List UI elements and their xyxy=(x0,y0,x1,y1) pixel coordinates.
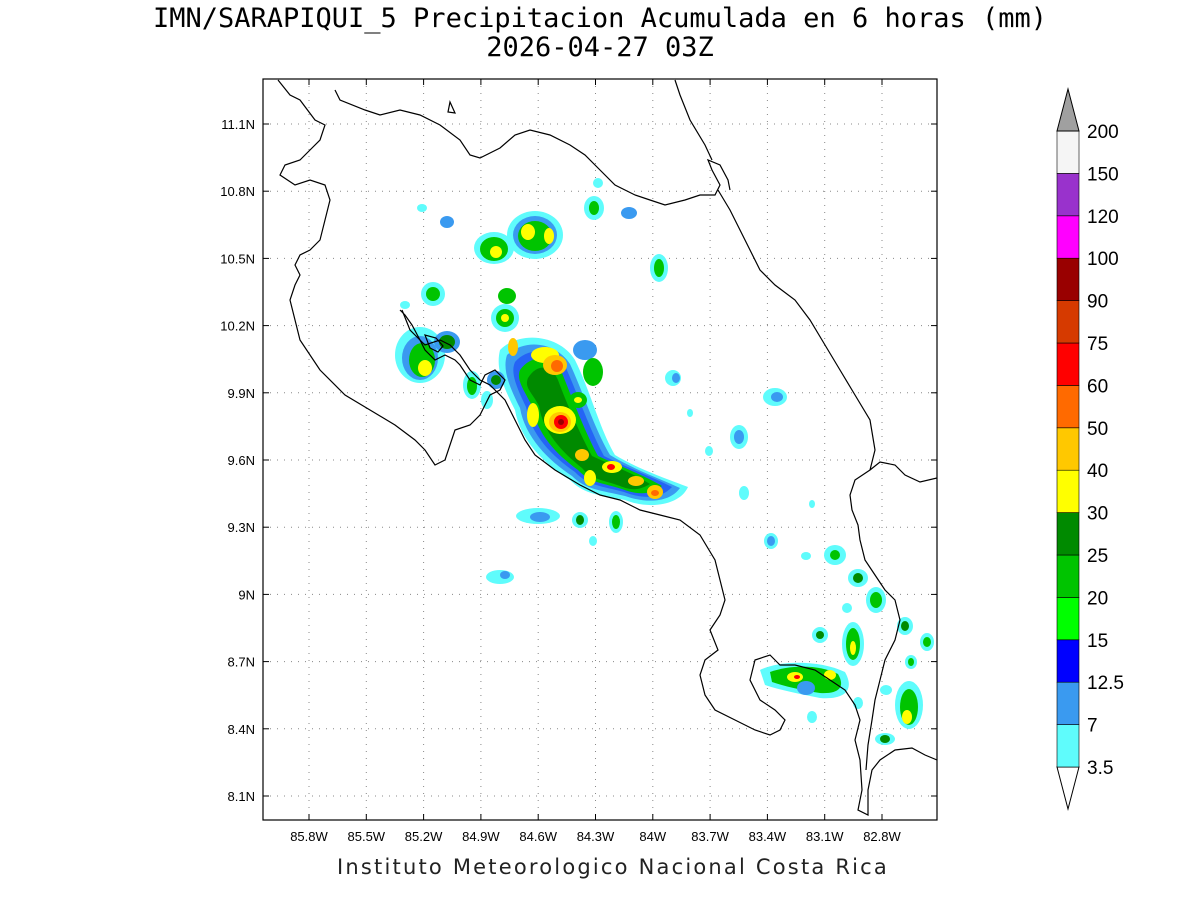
colorbar-swatch xyxy=(1056,724,1080,768)
lat-tick-label: 9.6N xyxy=(228,453,255,468)
lat-tick-label: 10.8N xyxy=(220,184,255,199)
precip-cell-north xyxy=(417,178,681,386)
coastlines-borders xyxy=(277,79,937,816)
map-frame xyxy=(262,78,938,821)
latitude-axis: 11.1N 10.8N 10.5N 10.2N 9.9N 9.6N 9.3N 9N 8.7N 8.… xyxy=(220,117,937,804)
precipitation-field xyxy=(277,79,937,816)
lon-tick-label: 82.8W xyxy=(863,829,901,844)
colorbar-swatch xyxy=(1056,554,1080,598)
colorbar-level-label: 15 xyxy=(1087,631,1108,652)
lat-tick-label: 11.1N xyxy=(221,117,255,132)
lat-tick-label: 8.1N xyxy=(228,789,255,804)
colorbar-swatch xyxy=(1056,427,1080,471)
colorbar-swatch xyxy=(1056,597,1080,641)
lat-tick-label: 8.4N xyxy=(228,722,255,737)
precip-cell-central-band xyxy=(498,337,688,506)
colorbar-swatch xyxy=(1056,385,1080,429)
colorbar-level-label: 50 xyxy=(1087,419,1108,440)
lat-tick-label: 10.2N xyxy=(220,319,255,334)
lon-tick-label: 85.2W xyxy=(405,829,443,844)
colorbar-swatch xyxy=(1056,130,1080,174)
colorbar-under-triangle xyxy=(1056,766,1080,811)
lat-tick-label: 9.3N xyxy=(228,520,255,535)
longitude-axis: 85.8W 85.5W 85.2W 84.9W 84.6W 84.3W 84W 83.7W 83… xyxy=(290,79,902,844)
colorbar-legend: 3.5 7 12.5 15 20 25 30 40 50 60 75 90 100 120 150 200 xyxy=(1056,87,1124,811)
colorbar-level-label: 20 xyxy=(1087,588,1108,609)
colorbar-level-label: 30 xyxy=(1087,504,1108,525)
lon-tick-label: 85.8W xyxy=(290,829,328,844)
colorbar-over-triangle xyxy=(1056,87,1080,132)
lat-tick-label: 10.5N xyxy=(220,251,255,266)
precip-cell-northwest xyxy=(395,282,505,409)
colorbar-swatch xyxy=(1056,257,1080,301)
lon-tick-label: 85.5W xyxy=(348,829,386,844)
lat-tick-label: 8.7N xyxy=(228,655,255,670)
precip-cell-south-central xyxy=(486,388,787,584)
colorbar-swatch xyxy=(1056,469,1080,513)
map-subtitle-datetime: 2026-04-27 03Z xyxy=(486,32,714,63)
colorbar-swatch xyxy=(1056,173,1080,217)
colorbar-level-label: 12.5 xyxy=(1087,673,1124,694)
colorbar-swatch xyxy=(1056,342,1080,386)
map-title: IMN/SARAPIQUI_5 Precipitacion Acumulada … xyxy=(152,3,1048,34)
colorbar-level-label: 90 xyxy=(1087,292,1108,313)
colorbar-level-label: 40 xyxy=(1087,461,1108,482)
colorbar-level-label: 25 xyxy=(1087,546,1108,567)
lon-tick-label: 84.3W xyxy=(577,829,615,844)
lon-tick-label: 83.7W xyxy=(691,829,729,844)
colorbar-swatch xyxy=(1056,512,1080,556)
institution-credit: Instituto Meteorologico Nacional Costa R… xyxy=(337,855,889,879)
colorbar-swatch xyxy=(1056,215,1080,259)
colorbar-level-label: 200 xyxy=(1087,122,1119,143)
lon-tick-label: 83.4W xyxy=(749,829,787,844)
lon-tick-label: 84.9W xyxy=(462,829,500,844)
lon-tick-label: 84W xyxy=(639,829,666,844)
lat-tick-label: 9N xyxy=(238,587,255,602)
colorbar-level-label: 100 xyxy=(1087,249,1119,270)
lon-tick-label: 83.1W xyxy=(806,829,844,844)
colorbar-level-label: 120 xyxy=(1087,207,1119,228)
precip-cell-southeast xyxy=(760,500,934,745)
colorbar-level-label: 150 xyxy=(1087,164,1119,185)
colorbar-level-label: 3.5 xyxy=(1087,758,1113,779)
colorbar-swatch xyxy=(1056,681,1080,725)
colorbar-level-label: 75 xyxy=(1087,334,1108,355)
colorbar-swatch xyxy=(1056,300,1080,344)
lat-tick-label: 9.9N xyxy=(228,386,255,401)
lon-tick-label: 84.6W xyxy=(519,829,557,844)
colorbar-level-label: 7 xyxy=(1087,716,1098,737)
colorbar-level-label: 60 xyxy=(1087,376,1108,397)
colorbar-swatch xyxy=(1056,639,1080,683)
